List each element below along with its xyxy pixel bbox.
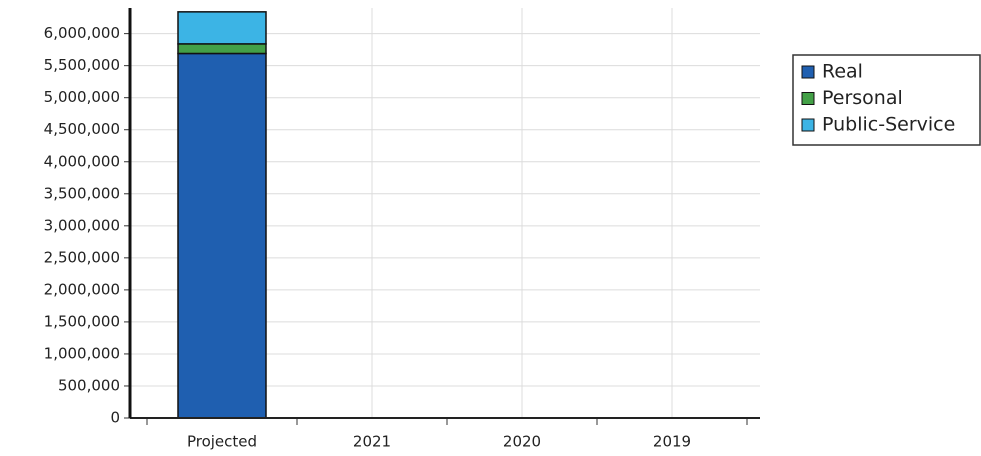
x-tick-label: 2021 <box>353 433 391 451</box>
y-tick-label: 1,500,000 <box>44 312 120 330</box>
legend-label: Real <box>822 61 863 83</box>
y-tick-label: 0 <box>110 409 120 427</box>
y-tick-label: 500,000 <box>58 376 120 394</box>
y-tick-label: 1,000,000 <box>44 344 120 362</box>
x-tick-label: Projected <box>187 433 257 451</box>
y-tick-label: 5,000,000 <box>44 88 120 106</box>
y-tick-label: 3,000,000 <box>44 216 120 234</box>
x-tick-label: 2019 <box>653 433 691 451</box>
legend-swatch <box>801 92 815 105</box>
y-tick-label: 2,000,000 <box>44 280 120 298</box>
y-tick-label: 2,500,000 <box>44 248 120 266</box>
legend-box <box>792 54 981 146</box>
x-tick-label: 2020 <box>503 433 541 451</box>
y-tick-label: 6,000,000 <box>44 24 120 42</box>
legend-swatch <box>801 65 815 79</box>
legend-label: Public-Service <box>822 114 955 136</box>
bar-segment <box>177 43 267 55</box>
bar-segment <box>177 52 267 419</box>
y-tick-label: 4,000,000 <box>44 152 120 170</box>
y-tick-label: 4,500,000 <box>44 120 120 138</box>
y-tick-label: 5,500,000 <box>44 56 120 74</box>
y-tick-label: 3,500,000 <box>44 184 120 202</box>
legend-swatch <box>801 118 815 132</box>
bar-segment <box>177 11 267 45</box>
legend-label: Personal <box>822 87 903 109</box>
